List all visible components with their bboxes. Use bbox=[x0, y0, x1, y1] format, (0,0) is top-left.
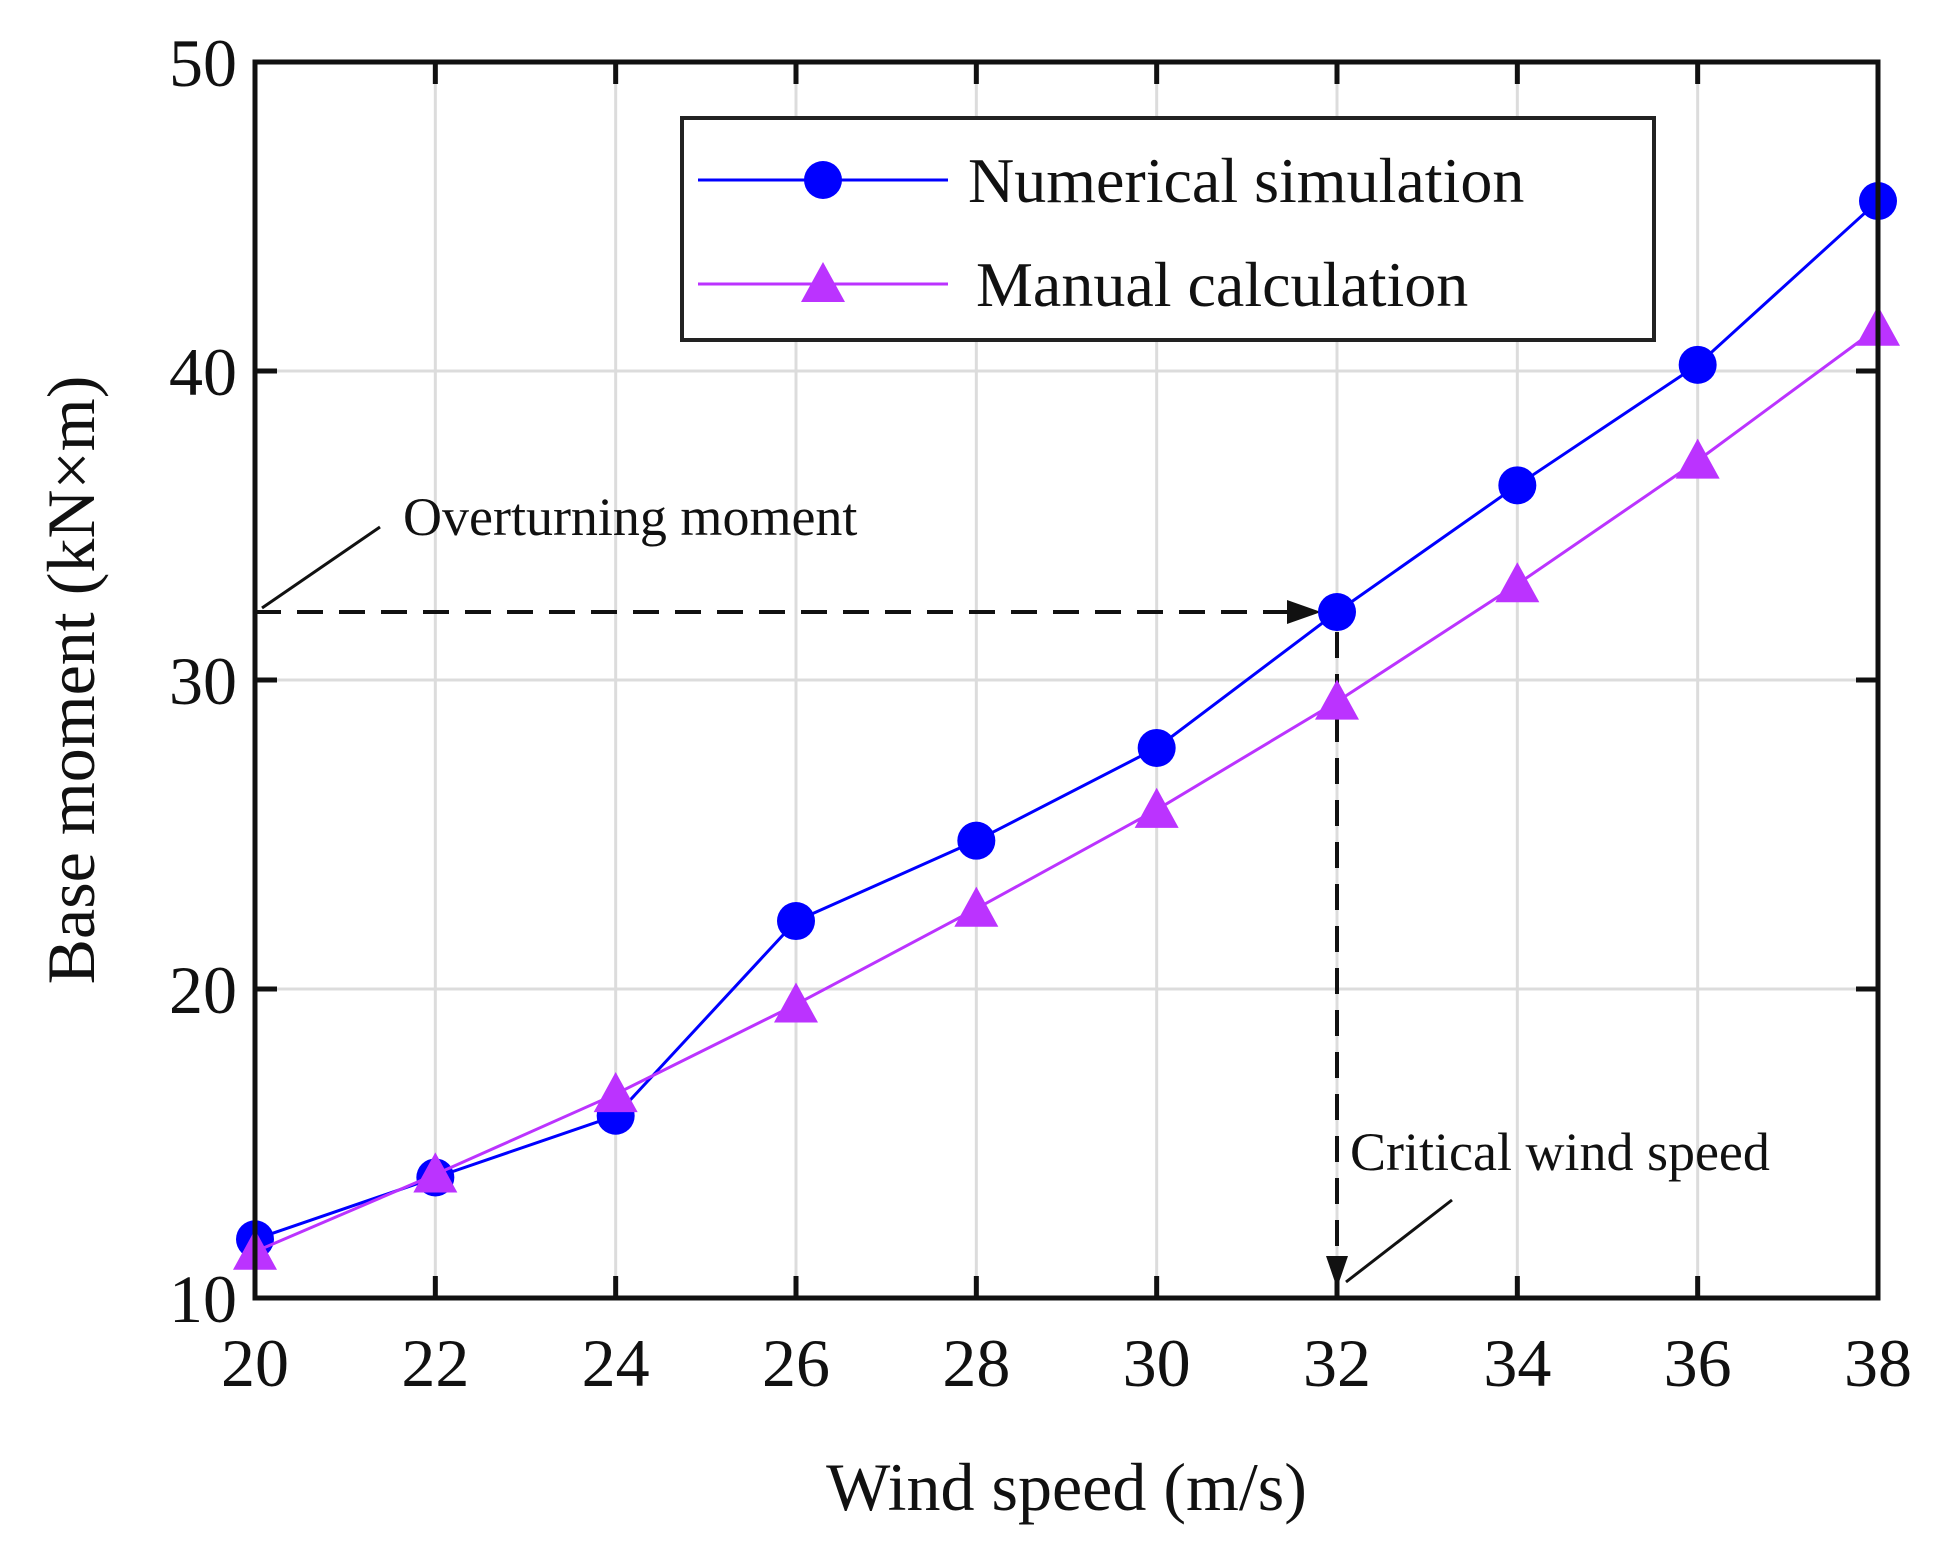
data-point-s1-x30 bbox=[1137, 728, 1176, 767]
critical-arrowhead bbox=[1326, 1256, 1348, 1288]
x-tick-label-24: 24 bbox=[582, 1325, 650, 1401]
critical-wind-speed-label: Critical wind speed bbox=[1350, 1122, 1770, 1182]
data-point-s2-x32 bbox=[1315, 679, 1359, 720]
data-point-s1-x36 bbox=[1678, 345, 1717, 384]
data-point-s2-x22 bbox=[413, 1152, 458, 1193]
x-tick-label-30: 30 bbox=[1123, 1325, 1191, 1401]
data-series bbox=[233, 182, 1900, 1270]
annotations: Overturning moment Critical wind speed bbox=[261, 487, 1770, 1284]
x-tick-label-26: 26 bbox=[762, 1325, 830, 1401]
overturning-arrowhead bbox=[1287, 600, 1321, 625]
legend-item-2: Manual calculation bbox=[698, 249, 1468, 320]
y-tick-label-30: 30 bbox=[169, 643, 237, 719]
data-point-s2-x28 bbox=[954, 886, 999, 927]
x-tick-label-28: 28 bbox=[942, 1325, 1010, 1401]
legend-item-1: Numerical simulation bbox=[698, 145, 1524, 216]
x-tick-label-34: 34 bbox=[1483, 1325, 1551, 1401]
data-point-s2-x36 bbox=[1675, 438, 1720, 479]
series-2 bbox=[233, 305, 1900, 1270]
data-point-s1-x26 bbox=[777, 902, 815, 941]
data-point-s2-x24 bbox=[593, 1072, 638, 1113]
data-point-s2-x34 bbox=[1495, 562, 1540, 603]
overturning-moment-label: Overturning moment bbox=[403, 487, 857, 547]
legend-marker-1 bbox=[804, 161, 842, 199]
series-1 bbox=[236, 182, 1897, 1259]
series-line-1 bbox=[254, 199, 1880, 1241]
x-axis-title: Wind speed (m/s) bbox=[826, 1449, 1307, 1525]
series-line-2 bbox=[254, 326, 1879, 1254]
y-tick-label-40: 40 bbox=[169, 334, 237, 410]
y-tick-label-20: 20 bbox=[169, 952, 237, 1028]
x-tick-label-32: 32 bbox=[1303, 1325, 1371, 1401]
data-point-s1-x32 bbox=[1318, 593, 1356, 632]
y-axis-title: Base moment (kN×m) bbox=[33, 376, 109, 985]
legend-label-1: Numerical simulation bbox=[968, 145, 1524, 216]
x-tick-label-20: 20 bbox=[221, 1325, 289, 1401]
legend-label-2: Manual calculation bbox=[976, 249, 1468, 320]
legend: Numerical simulation Manual calculation bbox=[680, 116, 1656, 342]
x-tick-label-22: 22 bbox=[401, 1325, 469, 1401]
data-point-s1-x28 bbox=[957, 821, 996, 860]
data-point-s2-x30 bbox=[1134, 787, 1179, 828]
critical-leader-line bbox=[1345, 1198, 1453, 1284]
y-tick-label-50: 50 bbox=[169, 25, 237, 101]
data-point-s2-x26 bbox=[774, 982, 818, 1023]
data-point-s1-x34 bbox=[1498, 466, 1537, 505]
y-tick-label-10: 10 bbox=[169, 1261, 237, 1337]
reference-lines bbox=[255, 600, 1348, 1288]
legend-marker-2 bbox=[801, 262, 845, 303]
x-tick-label-36: 36 bbox=[1664, 1325, 1732, 1401]
overturning-leader-line bbox=[261, 525, 381, 610]
x-tick-label-38: 38 bbox=[1844, 1325, 1912, 1401]
legend-box bbox=[680, 116, 1656, 342]
